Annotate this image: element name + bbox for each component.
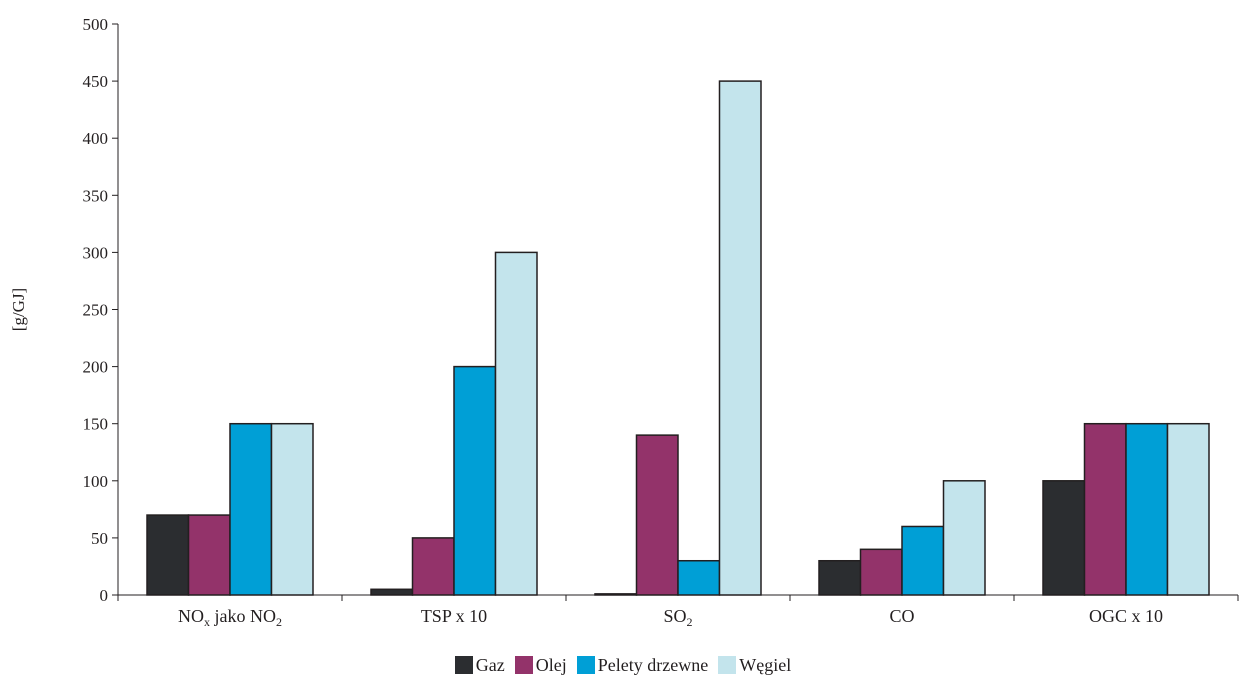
legend-label: Olej bbox=[535, 654, 567, 675]
bar-pelety-drzewne-3 bbox=[901, 525, 945, 596]
y-tick-label: 250 bbox=[83, 301, 109, 320]
x-tick-label: CO bbox=[889, 606, 914, 626]
y-tick-label: 0 bbox=[100, 586, 109, 605]
bar-olej-3 bbox=[859, 548, 903, 596]
legend-swatch bbox=[454, 656, 473, 674]
legend-label: Gaz bbox=[475, 654, 505, 675]
y-tick-label: 300 bbox=[83, 243, 109, 262]
bar-gaz-0 bbox=[146, 514, 190, 596]
bar-olej-2 bbox=[635, 434, 679, 596]
bar-chart: [g/GJ] 0 50 100 150 200 250 300 350 400 450 500 NO… bbox=[9, 15, 1239, 629]
x-tick-label: NOx jako NO2 bbox=[178, 606, 282, 629]
bars bbox=[146, 80, 1210, 596]
y-tick-label: 500 bbox=[83, 15, 109, 34]
x-tick-label: OGC x 10 bbox=[1089, 606, 1163, 626]
legend-item: Olej bbox=[514, 654, 567, 676]
bar-węgiel-2 bbox=[718, 80, 762, 596]
y-axis-title-group: [g/GJ] bbox=[9, 288, 28, 331]
legend-item: Gaz bbox=[454, 654, 505, 676]
x-tick-label: SO2 bbox=[663, 606, 692, 629]
bar-gaz-4 bbox=[1042, 480, 1086, 596]
bar-węgiel-1 bbox=[494, 251, 538, 596]
legend-swatch bbox=[718, 656, 737, 674]
y-tick-label: 200 bbox=[83, 358, 109, 377]
y-tick-label: 50 bbox=[91, 529, 108, 548]
bar-gaz-3 bbox=[818, 559, 862, 596]
bar-gaz-1 bbox=[370, 588, 414, 596]
legend-swatch bbox=[514, 656, 533, 674]
bar-olej-0 bbox=[187, 514, 231, 596]
bar-pelety-drzewne-4 bbox=[1125, 422, 1169, 596]
x-tick-labels: NOx jako NO2 TSP x 10 SO2 CO OGC x 10 bbox=[178, 606, 1163, 629]
legend-label: Pelety drzewne bbox=[597, 654, 709, 675]
legend: Gaz Olej Pelety drzewne Węgiel bbox=[0, 650, 1246, 680]
y-tick-label: 150 bbox=[83, 415, 109, 434]
y-tick-label: 350 bbox=[83, 186, 109, 205]
y-axis-title: [g/GJ] bbox=[9, 288, 28, 331]
y-tick-label: 400 bbox=[83, 129, 109, 148]
bar-olej-1 bbox=[411, 537, 455, 596]
legend-item: Pelety drzewne bbox=[576, 654, 709, 676]
bar-węgiel-4 bbox=[1166, 422, 1210, 596]
bar-węgiel-3 bbox=[942, 480, 986, 596]
y-tick-label: 100 bbox=[83, 472, 109, 491]
axes bbox=[117, 24, 1239, 601]
legend-label: Węgiel bbox=[739, 654, 792, 675]
x-tick-label: TSP x 10 bbox=[421, 606, 487, 626]
y-ticks: 0 50 100 150 200 250 300 350 400 450 500 bbox=[83, 15, 118, 605]
y-tick-label: 450 bbox=[83, 72, 109, 91]
legend-swatch bbox=[576, 656, 595, 674]
legend-item: Węgiel bbox=[718, 655, 791, 676]
bar-pelety-drzewne-1 bbox=[453, 365, 497, 596]
bar-olej-4 bbox=[1083, 422, 1127, 596]
bar-pelety-drzewne-0 bbox=[229, 422, 273, 596]
bar-węgiel-0 bbox=[270, 422, 314, 596]
bar-pelety-drzewne-2 bbox=[677, 559, 721, 596]
